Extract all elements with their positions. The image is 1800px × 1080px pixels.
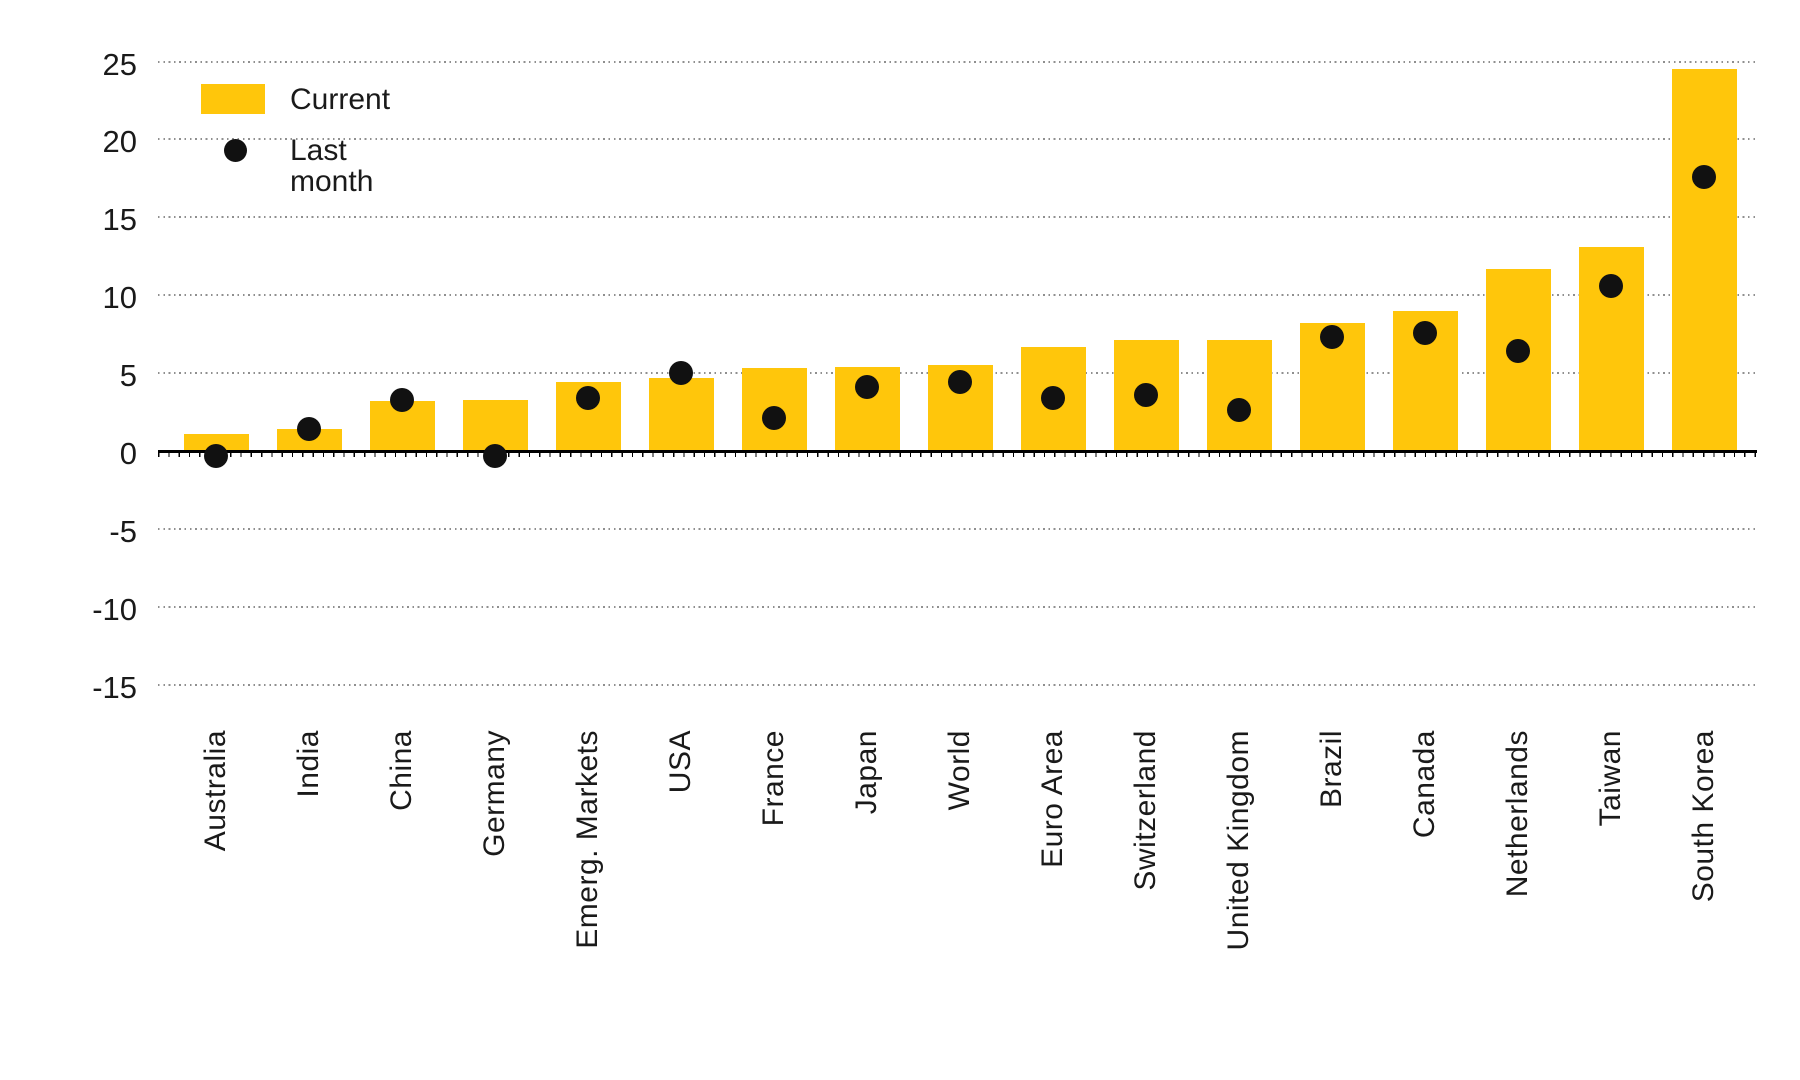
- x-tick-label-taiwan: Taiwan: [1594, 730, 1627, 827]
- x-tick-label-germany: Germany: [478, 730, 511, 857]
- y-tick-label-15: 15: [102, 202, 137, 238]
- dot-brazil: [1320, 325, 1344, 350]
- bar-germany: [462, 399, 528, 451]
- y-tick-label--5: -5: [109, 513, 137, 549]
- dot-south-korea: [1692, 164, 1716, 189]
- y-tick-label--10: -10: [92, 591, 137, 627]
- x-tick-label-world: World: [943, 730, 976, 811]
- bar-usa: [648, 377, 714, 451]
- x-tick-label-switzerland: Switzerland: [1129, 730, 1162, 891]
- x-tick-label-brazil: Brazil: [1315, 730, 1348, 809]
- x-axis-minor-ticks: [158, 452, 1757, 457]
- bar-australia: [183, 433, 249, 451]
- bar-south-korea: [1671, 69, 1737, 451]
- dot-switzerland: [1134, 382, 1158, 407]
- dot-emerg-markets: [576, 386, 600, 411]
- y-tick-label-25: 25: [102, 46, 137, 82]
- legend-last-month-label: Last month: [290, 134, 374, 198]
- y-tick-label--15: -15: [92, 669, 137, 705]
- gridline-10: [158, 294, 1757, 297]
- dot-taiwan: [1599, 273, 1623, 298]
- gridline-25: [158, 60, 1757, 63]
- x-tick-label-canada: Canada: [1408, 730, 1441, 839]
- legend-current-swatch: [201, 84, 265, 114]
- gridline-20: [158, 138, 1757, 141]
- gridline-15: [158, 216, 1757, 219]
- x-tick-label-netherlands: Netherlands: [1501, 730, 1534, 898]
- dot-euro-area: [1041, 386, 1065, 411]
- x-tick-label-united-kingdom: United Kingdom: [1222, 730, 1255, 951]
- legend-current-label: Current: [290, 83, 391, 116]
- dot-india: [297, 417, 321, 442]
- x-tick-label-china: China: [385, 730, 418, 811]
- bar-united-kingdom: [1206, 340, 1272, 451]
- legend-last-month-dot-icon: [224, 139, 247, 162]
- y-tick-label-10: 10: [102, 280, 137, 316]
- dot-china: [390, 387, 414, 412]
- y-tick-label-5: 5: [119, 358, 137, 394]
- dot-netherlands: [1506, 339, 1530, 364]
- dot-australia: [204, 443, 228, 468]
- x-tick-label-euro-area: Euro Area: [1036, 730, 1069, 868]
- y-tick-label-20: 20: [102, 124, 137, 160]
- dot-usa: [669, 361, 693, 386]
- gridline--10: [158, 605, 1757, 608]
- x-tick-label-australia: Australia: [199, 730, 232, 852]
- x-tick-label-japan: Japan: [850, 730, 883, 815]
- gridline--15: [158, 683, 1757, 686]
- dot-japan: [855, 375, 879, 400]
- x-tick-label-emerg-markets: Emerg. Markets: [571, 730, 604, 949]
- x-tick-label-south-korea: South Korea: [1687, 730, 1720, 903]
- dot-united-kingdom: [1227, 398, 1251, 423]
- x-tick-label-france: France: [757, 730, 790, 827]
- dot-france: [762, 406, 786, 431]
- dot-canada: [1413, 320, 1437, 345]
- x-tick-label-usa: USA: [664, 730, 697, 794]
- y-tick-label-0: 0: [119, 436, 137, 471]
- dot-germany: [483, 443, 507, 468]
- gridline--5: [158, 527, 1757, 530]
- x-tick-label-india: India: [292, 730, 325, 798]
- x-axis-zero-line: [158, 449, 1757, 453]
- dot-world: [948, 370, 972, 395]
